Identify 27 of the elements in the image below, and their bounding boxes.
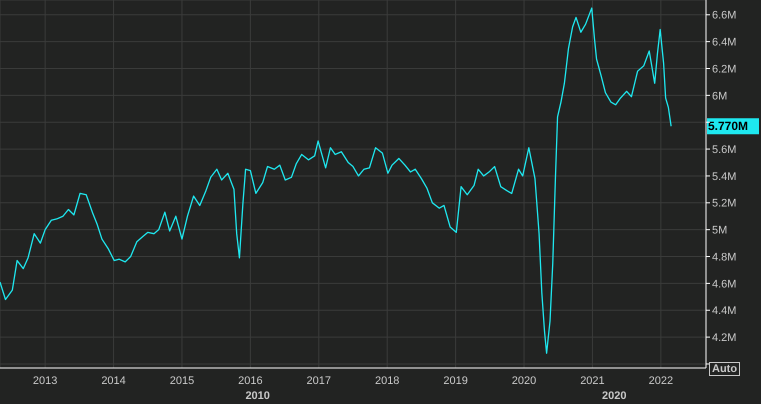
y-tick-label: 6.4M bbox=[712, 36, 736, 49]
y-tick-label: 5.6M bbox=[712, 144, 736, 156]
x-tick-label: 2015 bbox=[170, 374, 194, 387]
y-tick-label: 5.2M bbox=[712, 198, 736, 210]
text: Auto bbox=[709, 362, 740, 376]
y-tick-label: 6M bbox=[712, 90, 728, 102]
x-tick-label: 2016 bbox=[238, 374, 263, 387]
line-series bbox=[0, 7, 672, 354]
x-tick-label: 2017 bbox=[306, 374, 332, 387]
x-tick-label: 2018 bbox=[374, 374, 400, 387]
y-tick-label: 6.2M bbox=[712, 63, 736, 76]
text: 2020 bbox=[600, 390, 628, 403]
y-tick-label: 4.4M bbox=[712, 305, 736, 318]
y-tick-label: 6.6M bbox=[712, 10, 736, 22]
y-tick-label: 5M bbox=[712, 224, 728, 237]
x-tick-label: 2020 bbox=[512, 374, 536, 387]
y-tick-label: 4.6M bbox=[712, 278, 736, 290]
y-tick-label: 4.2M bbox=[712, 332, 736, 344]
x-tick-label: 2019 bbox=[443, 374, 468, 387]
x-tick-label: 2021 bbox=[580, 374, 605, 387]
y-tick-label: 5.4M bbox=[712, 170, 736, 183]
text: 2010 bbox=[244, 390, 271, 403]
x-tick-label: 2022 bbox=[648, 374, 674, 387]
y-tick-label: 4.8M bbox=[712, 251, 736, 264]
text: 5.770M bbox=[708, 119, 748, 134]
x-tick-label: 2014 bbox=[101, 374, 126, 387]
x-tick-label: 2013 bbox=[32, 374, 58, 387]
